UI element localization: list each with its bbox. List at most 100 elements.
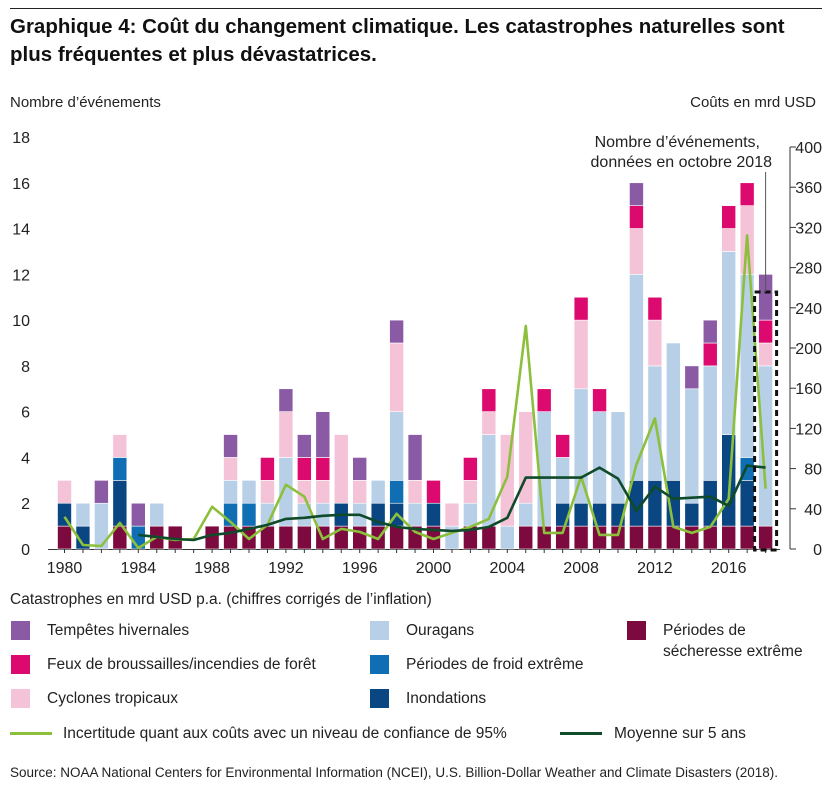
x-tick-label: 2004: [490, 560, 526, 577]
bar-segment-hiver: [407, 434, 423, 481]
bar-segment-cyclones: [721, 228, 737, 252]
legend-swatch-cyclones: [11, 689, 30, 708]
legend-title: Catastrophes en mrd USD p.a. (chiffres c…: [10, 591, 432, 608]
legend-swatch-ouragans: [370, 621, 389, 640]
x-tick-label: 1992: [268, 560, 304, 577]
bar-segment-secheresse: [758, 525, 773, 550]
top-rule: [10, 8, 822, 9]
bar-segment-ouragans: [389, 411, 404, 481]
bar-segment-ouragans: [481, 434, 497, 527]
bar-segment-ouragans: [518, 502, 534, 527]
y-right-tick-label: 400: [795, 140, 822, 157]
y-right-tick-label: 0: [813, 542, 822, 559]
annotation-line-2: données en octobre 2018: [591, 154, 773, 171]
bar-segment-secheresse: [573, 525, 589, 550]
y-left-tick-label: 12: [12, 267, 30, 284]
bar-segment-hiver: [223, 434, 238, 458]
legend-label-ouragans: Ouragans: [406, 622, 475, 639]
bar-segment-secheresse: [278, 525, 294, 550]
bar-segment-ouragans: [610, 411, 626, 504]
y-left-tick-label: 16: [12, 176, 30, 193]
bar-segment-secheresse: [629, 525, 644, 550]
legend-line-average: [560, 732, 602, 735]
bar-segment-cyclones: [463, 480, 478, 504]
average-line: [138, 464, 766, 542]
bar-segment-ouragans: [573, 388, 589, 504]
bar-segment-feux: [481, 388, 497, 412]
bar-segment-feux: [647, 296, 663, 321]
legend-label-inondations: Inondations: [406, 690, 487, 707]
x-tick-label: 1988: [194, 560, 230, 577]
x-tick-label: 2008: [563, 560, 599, 577]
bar-segment-cyclones: [315, 480, 331, 504]
x-tick-label: 1980: [47, 560, 83, 577]
bar-segment-feux: [592, 388, 607, 412]
bar-segment-ouragans: [278, 457, 294, 527]
bar-segment-ouragans: [684, 388, 700, 504]
bar-segment-froid: [241, 502, 257, 527]
bar-segment-ouragans: [75, 502, 91, 527]
bar-segment-secheresse: [684, 525, 700, 550]
y-left-tick-label: 4: [21, 450, 30, 467]
y-right-tick-label: 120: [795, 421, 822, 438]
legend-label-feux: Feux de broussailles/incendies de forêt: [47, 656, 316, 673]
bar-segment-secheresse: [297, 525, 312, 550]
bar-segment-cyclones: [629, 228, 644, 275]
bar-segment-inondations: [426, 502, 441, 527]
bar-segment-inondations: [112, 480, 128, 527]
source-note: Source: NOAA National Centers for Enviro…: [10, 765, 779, 780]
bar-segment-cyclones: [333, 434, 349, 504]
bar-segment-hiver: [297, 434, 312, 458]
y-right-tick-label: 80: [804, 462, 822, 479]
bar-segment-ouragans: [592, 411, 607, 504]
bar-segment-ouragans: [223, 480, 238, 504]
legend-label-hiver: Tempêtes hivernales: [47, 622, 190, 639]
left-axis-label: Nombre d’événements: [10, 94, 161, 111]
bar-segment-ouragans: [407, 502, 423, 527]
bar-segment-froid: [389, 480, 404, 504]
bar-segment-cyclones: [223, 457, 238, 481]
x-tick-label: 2012: [637, 560, 673, 577]
bar-segment-hiver: [315, 411, 331, 458]
bar-segment-cyclones: [260, 480, 275, 504]
bar-segment-secheresse: [223, 525, 238, 550]
bar-segment-cyclones: [518, 411, 534, 504]
bar-segment-feux: [555, 434, 570, 458]
bar-segment-hiver: [94, 480, 109, 504]
y-right-tick-label: 280: [795, 261, 822, 278]
y-left-tick-label: 2: [21, 496, 30, 513]
bar-segment-ouragans: [499, 525, 515, 550]
bar-segment-secheresse: [647, 525, 663, 550]
legend-label-secheresse: Périodes de sécheresse extrême: [663, 622, 803, 660]
legend-label-average: Moyenne sur 5 ans: [614, 725, 746, 742]
bar-segment-feux: [426, 480, 441, 504]
bar-segment-hiver: [278, 388, 294, 412]
bar-segment-ouragans: [702, 365, 718, 481]
bar-segment-feux: [573, 296, 589, 321]
bar-segment-cyclones: [57, 480, 72, 504]
bar-segment-secheresse: [518, 525, 534, 550]
bar-segment-ouragans: [370, 480, 386, 504]
y-right-tick-label: 320: [795, 220, 822, 237]
x-tick-label: 1996: [342, 560, 378, 577]
x-tick-label: 2000: [416, 560, 452, 577]
bar-segment-hiver: [629, 182, 644, 206]
bar-segment-feux: [721, 205, 737, 229]
bar-segment-secheresse: [592, 525, 607, 550]
bar-segment-feux: [629, 205, 644, 229]
chart-title: Graphique 4: Coût du changement climatiq…: [10, 15, 785, 66]
bar-segment-cyclones: [758, 342, 773, 367]
bar-segment-hiver: [684, 365, 700, 390]
legend-swatch-secheresse: [627, 621, 646, 640]
bar-segment-feux: [702, 342, 718, 367]
bar-segment-cyclones: [389, 342, 404, 412]
bar-segment-feux: [315, 457, 331, 481]
bar-segment-feux: [260, 457, 275, 481]
legend-line-uncertainty: [10, 732, 52, 735]
bar-segment-secheresse: [739, 525, 755, 550]
bar-segment-cyclones: [278, 411, 294, 458]
bar-segment-cyclones: [499, 434, 515, 527]
bar-segment-ouragans: [241, 480, 257, 504]
bar-segment-cyclones: [352, 480, 368, 504]
